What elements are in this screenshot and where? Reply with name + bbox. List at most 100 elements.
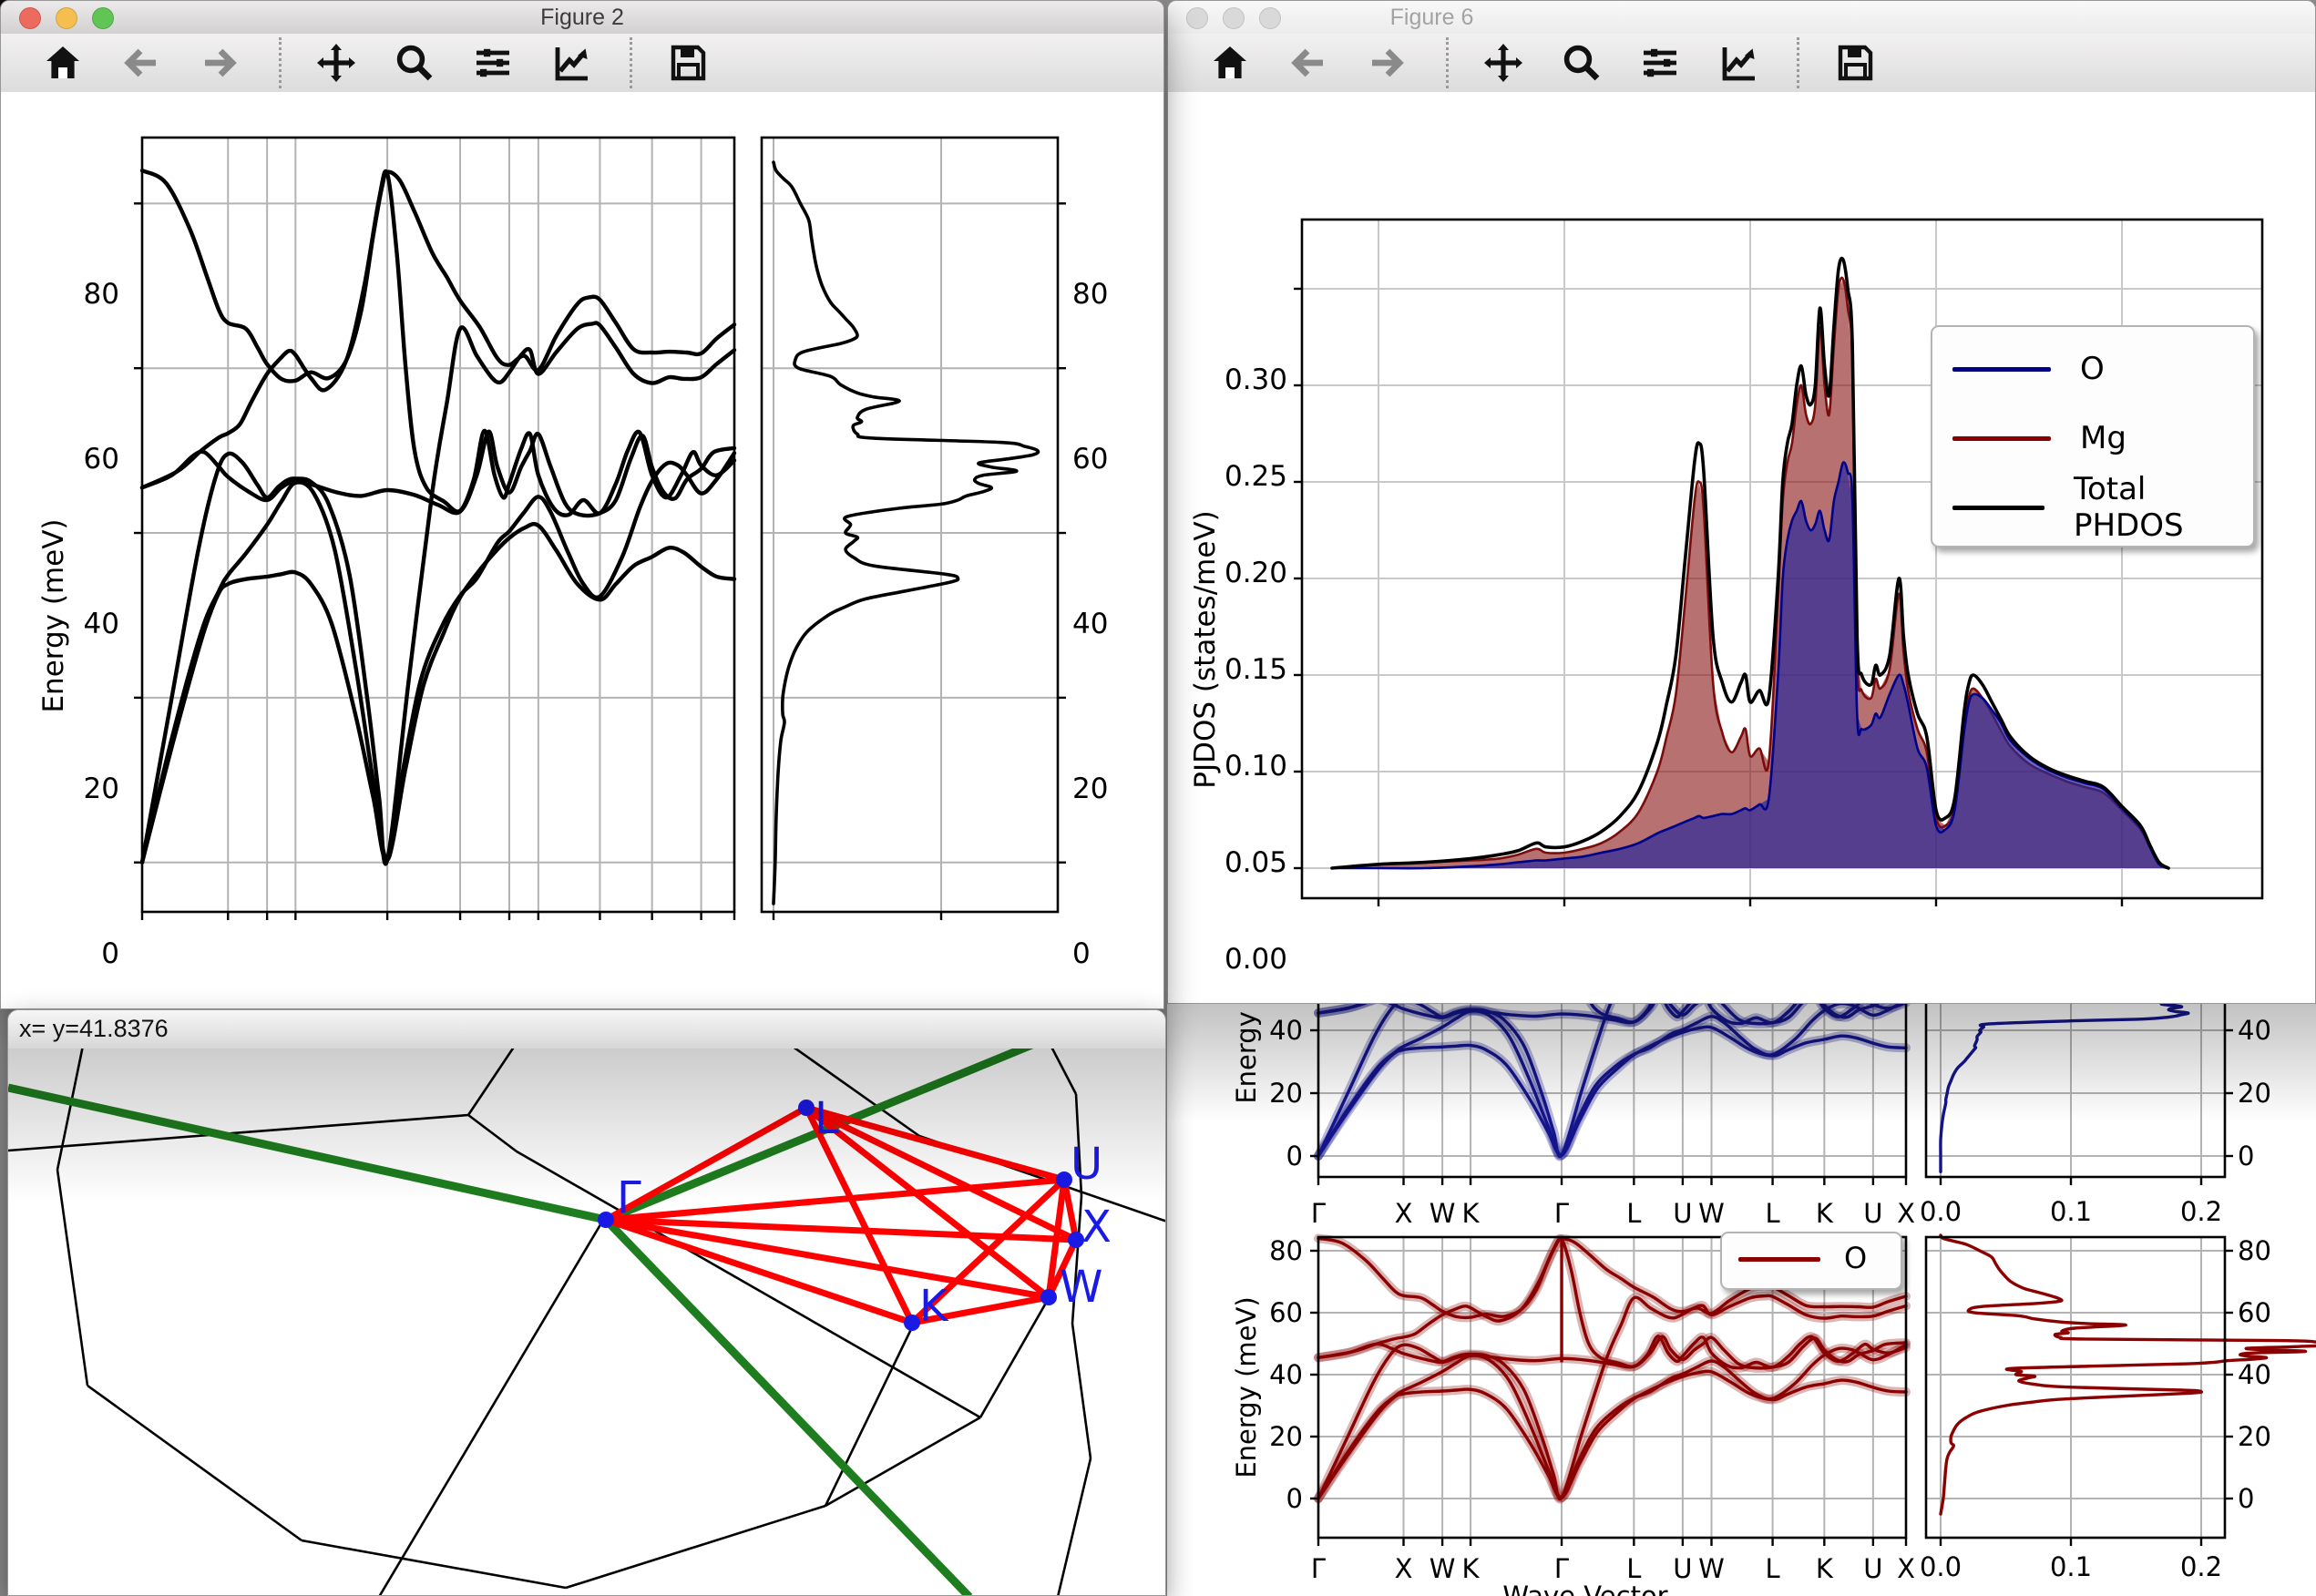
high-symmetry-point-U bbox=[1056, 1171, 1072, 1188]
tick-label: K bbox=[1815, 1553, 1833, 1584]
tick-label: 40 bbox=[2238, 1359, 2271, 1390]
tick-label: X bbox=[1394, 1553, 1413, 1584]
legend-label: O bbox=[1844, 1241, 1868, 1275]
y-axis-label: Energy (meV) bbox=[1231, 1004, 1262, 1104]
x-axis-label: Wave Vector bbox=[1502, 1581, 1668, 1596]
plot-config-icon[interactable] bbox=[1715, 41, 1762, 85]
tick-label: 20 bbox=[1269, 1078, 1303, 1109]
tick-label: L bbox=[1626, 1553, 1642, 1584]
titlebar-figure2[interactable]: Figure 2 bbox=[1, 1, 1163, 35]
point-label: Γ bbox=[617, 1172, 641, 1223]
high-symmetry-point-gamma bbox=[598, 1212, 614, 1228]
band-rows-canvas[interactable]: Γ Γ X X W W K K Γ Γ L L U U W W L L K K U U X X 0.0 0.0 0.1 0.1 0.2 0… bbox=[1167, 1004, 2316, 1596]
tick-label: U bbox=[1863, 1198, 1883, 1229]
window-band-rows[interactable]: Γ Γ X X W W K K Γ Γ L L U U W W L L K K U U X X 0.0 0.0 0.1 0.1 0.2 0… bbox=[1167, 1004, 2316, 1596]
tick-label: W bbox=[1429, 1198, 1456, 1229]
tick-label: Γ bbox=[1310, 1198, 1327, 1229]
tick-label: 20 bbox=[1269, 1421, 1303, 1452]
tick-label: K bbox=[1815, 1198, 1833, 1229]
zoom-icon[interactable] bbox=[1558, 41, 1605, 85]
save-icon[interactable] bbox=[664, 41, 712, 85]
tick-label: 0.15 bbox=[1224, 653, 1287, 686]
sliders-icon[interactable] bbox=[1636, 41, 1684, 85]
legend-line-sample bbox=[1738, 1256, 1820, 1262]
toolbar-figure6 bbox=[1168, 34, 2315, 93]
tick-label: 0.2 bbox=[2179, 1196, 2223, 1227]
tick-label: W bbox=[1698, 1198, 1725, 1229]
legend-label: Mg bbox=[2080, 420, 2126, 456]
back-icon[interactable] bbox=[118, 41, 165, 85]
maximize-button[interactable] bbox=[1259, 7, 1281, 29]
home-icon[interactable] bbox=[39, 41, 87, 85]
tick-label: 0.1 bbox=[2049, 1551, 2093, 1582]
tick-label: L bbox=[1765, 1198, 1780, 1229]
window-title: Figure 6 bbox=[1389, 5, 1474, 30]
tick-label: 20 bbox=[2238, 1421, 2271, 1452]
tick-label: 0 bbox=[1286, 1483, 1303, 1514]
home-icon[interactable] bbox=[1206, 41, 1254, 85]
window-figure6[interactable]: Figure 6 0204060800.000.050.100.150.200.… bbox=[1167, 0, 2316, 1004]
plot-config-icon[interactable] bbox=[548, 41, 595, 85]
toolbar-figure2 bbox=[1, 34, 1163, 93]
tick-label: Γ bbox=[1553, 1198, 1570, 1229]
legend-label: O bbox=[2080, 351, 2105, 387]
tick-label: L bbox=[1626, 1198, 1642, 1229]
legend-label: Total PHDOS bbox=[2073, 471, 2184, 544]
forward-icon[interactable] bbox=[1363, 41, 1410, 85]
close-button[interactable] bbox=[1186, 7, 1208, 29]
tick-label: 0.10 bbox=[1224, 750, 1287, 783]
tick-label: 80 bbox=[2238, 1235, 2271, 1266]
figure6-canvas[interactable]: 0204060800.000.050.100.150.200.250.30Fre… bbox=[1168, 92, 2315, 1003]
pan-icon[interactable] bbox=[313, 41, 360, 85]
point-label: W bbox=[1060, 1262, 1102, 1313]
window-title: Figure 2 bbox=[540, 5, 624, 30]
high-symmetry-point-L bbox=[798, 1100, 815, 1116]
high-symmetry-point-X bbox=[1068, 1232, 1084, 1248]
minimize-button[interactable] bbox=[1223, 7, 1245, 29]
cursor-status-bar: x= y=41.8376 bbox=[8, 1010, 1165, 1049]
figure2-canvas[interactable]: ΓXWKΓLUWLKUX0204060800204060800.00.2Wave… bbox=[1, 92, 1163, 1008]
tick-label: 0.30 bbox=[1224, 363, 1287, 396]
zoom-icon[interactable] bbox=[391, 41, 438, 85]
tick-label: 0.00 bbox=[1224, 943, 1287, 976]
tick-label: 40 bbox=[1269, 1359, 1303, 1390]
tick-label: K bbox=[1461, 1198, 1480, 1229]
tick-label: 20 bbox=[83, 772, 119, 805]
point-label: X bbox=[1081, 1202, 1112, 1253]
tick-label: Γ bbox=[1553, 1553, 1570, 1584]
tick-label: 20 bbox=[1072, 772, 1109, 805]
save-icon[interactable] bbox=[1831, 41, 1879, 85]
toolbar-separator bbox=[630, 37, 632, 88]
sliders-icon[interactable] bbox=[469, 41, 517, 85]
high-symmetry-point-K bbox=[904, 1315, 920, 1331]
titlebar-figure6[interactable]: Figure 6 bbox=[1168, 1, 2315, 35]
legend-entry: O bbox=[1952, 347, 2105, 391]
point-label: K bbox=[919, 1281, 949, 1332]
pan-icon[interactable] bbox=[1480, 41, 1527, 85]
window-figure2[interactable]: Figure 2 ΓXWKΓLUWLKUX0204060800204060800… bbox=[0, 0, 1164, 1009]
minimize-button[interactable] bbox=[56, 7, 77, 29]
tick-label: 80 bbox=[83, 278, 119, 312]
tick-label: U bbox=[1673, 1553, 1693, 1584]
legend: O bbox=[1720, 1232, 1902, 1290]
tick-label: X bbox=[1897, 1198, 1915, 1229]
tick-label: 40 bbox=[2238, 1015, 2271, 1046]
toolbar-separator bbox=[1797, 37, 1799, 88]
tick-label: 40 bbox=[1072, 608, 1109, 641]
forward-icon[interactable] bbox=[196, 41, 243, 85]
tick-label: 60 bbox=[1072, 443, 1109, 476]
tick-label: 0.25 bbox=[1224, 460, 1287, 493]
tick-label: 60 bbox=[2238, 1297, 2271, 1328]
cursor-coordinates: x= y=41.8376 bbox=[19, 1015, 169, 1042]
tick-label: X bbox=[1394, 1198, 1413, 1229]
legend-line-sample bbox=[1952, 366, 2051, 372]
point-label: U bbox=[1071, 1139, 1102, 1190]
maximize-button[interactable] bbox=[92, 7, 114, 29]
back-icon[interactable] bbox=[1285, 41, 1332, 85]
tick-label: Γ bbox=[1310, 1553, 1327, 1584]
close-button[interactable] bbox=[19, 7, 41, 29]
tick-label: 0 bbox=[2238, 1141, 2255, 1171]
